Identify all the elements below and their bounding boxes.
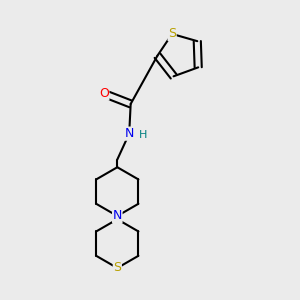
Text: N: N [112, 209, 122, 223]
Text: S: S [168, 27, 176, 40]
Text: O: O [99, 87, 109, 100]
Text: H: H [139, 130, 148, 140]
Text: N: N [124, 127, 134, 140]
Text: S: S [113, 262, 121, 275]
